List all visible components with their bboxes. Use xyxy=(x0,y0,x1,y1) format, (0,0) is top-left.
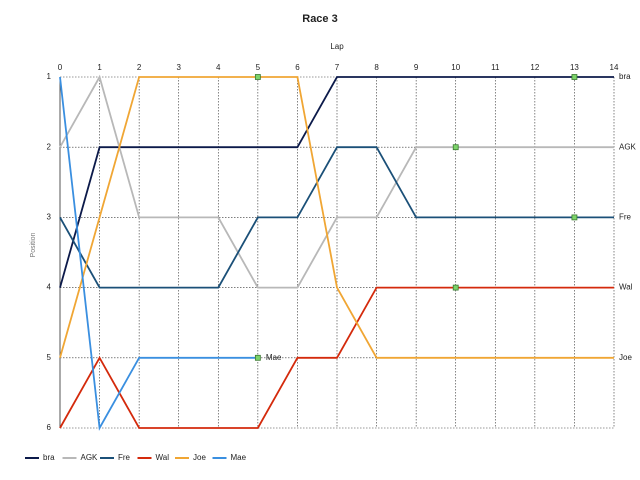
legend-label: Joe xyxy=(193,453,206,462)
y-tick-label: 4 xyxy=(47,283,52,292)
end-label: bra xyxy=(619,72,631,81)
lap-marker xyxy=(571,74,578,80)
x-tick-label: 3 xyxy=(176,63,181,72)
x-axis-label: Lap xyxy=(330,42,344,51)
series-line xyxy=(59,76,258,431)
lap-marker xyxy=(452,284,459,291)
end-label: Joe xyxy=(619,353,632,362)
x-tick-label: 6 xyxy=(295,63,300,72)
series-line xyxy=(59,74,614,289)
x-tick-label: 7 xyxy=(335,63,340,72)
x-tick-label: 8 xyxy=(374,63,379,72)
end-label: Wal xyxy=(619,283,633,292)
y-axis-label: Position xyxy=(30,232,37,257)
y-tick-label: 5 xyxy=(47,353,52,362)
legend-label: Mae xyxy=(231,453,247,462)
x-tick-label: 12 xyxy=(530,63,539,72)
end-label: Fre xyxy=(619,213,632,222)
legend-label: Wal xyxy=(156,453,170,462)
y-tick-label: 3 xyxy=(47,213,52,222)
series-line xyxy=(59,76,614,359)
series-line xyxy=(59,76,614,288)
end-label: Mae xyxy=(266,353,282,362)
legend-label: AGK xyxy=(81,453,99,462)
x-tick-label: 5 xyxy=(256,63,261,72)
x-tick-label: 9 xyxy=(414,63,419,72)
x-tick-label: 13 xyxy=(570,63,579,72)
x-tick-label: 1 xyxy=(97,63,102,72)
x-tick-label: 11 xyxy=(491,63,500,72)
lap-marker xyxy=(571,214,578,221)
y-tick-label: 1 xyxy=(47,72,52,81)
chart-title: Race 3 xyxy=(302,13,337,25)
lap-marker xyxy=(254,74,261,80)
x-tick-label: 14 xyxy=(610,63,619,72)
lap-marker xyxy=(452,144,459,151)
series-line xyxy=(59,146,614,289)
y-tick-label: 2 xyxy=(47,142,52,151)
legend-label: Fre xyxy=(118,453,131,462)
legend-label: bra xyxy=(43,453,55,462)
y-tick-label: 6 xyxy=(47,423,52,432)
lap-marker xyxy=(254,354,261,361)
x-tick-label: 4 xyxy=(216,63,221,72)
x-tick-label: 0 xyxy=(58,63,63,72)
x-tick-label: 10 xyxy=(451,63,460,72)
x-tick-label: 2 xyxy=(137,63,142,72)
series-line xyxy=(59,286,614,429)
end-label: AGK xyxy=(619,142,637,151)
